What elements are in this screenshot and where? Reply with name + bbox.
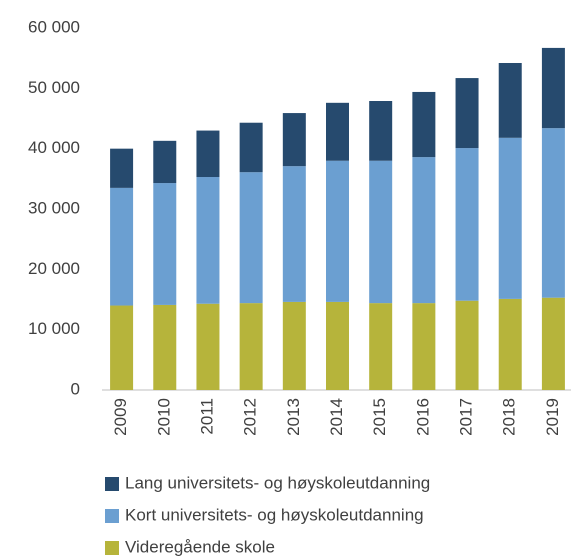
y-tick-label: 40 000 (28, 138, 80, 157)
x-tick-label: 2013 (284, 398, 303, 436)
bar-segment (153, 304, 177, 390)
bar-segment (412, 91, 436, 158)
bar-segment (498, 62, 522, 138)
bar-segment (541, 47, 565, 129)
x-tick-label: 2009 (111, 398, 130, 436)
bar-segment (326, 102, 349, 161)
x-tick-label: 2014 (327, 398, 346, 436)
bar-segment (282, 113, 306, 167)
bar-segment (412, 157, 436, 304)
x-tick-label: 2016 (413, 398, 432, 436)
y-tick-label: 30 000 (28, 198, 80, 217)
y-tick-label: 50 000 (28, 78, 80, 97)
legend-label: Kort universitets- og høyskoleutdanning (125, 505, 424, 524)
bar-segment (455, 78, 479, 149)
y-tick-label: 0 (71, 379, 80, 398)
bar-segment (282, 166, 306, 302)
bar-segment (239, 172, 263, 304)
bar-segment (153, 140, 177, 184)
x-tick-label: 2018 (500, 398, 519, 436)
bar-segment (412, 303, 436, 390)
bar-segment (455, 148, 479, 301)
y-tick-label: 10 000 (28, 319, 80, 338)
x-tick-label: 2019 (543, 398, 562, 436)
bar-segment (498, 137, 522, 299)
x-tick-label: 2017 (457, 398, 476, 436)
y-tick-label: 60 000 (28, 17, 80, 36)
bar-segment (196, 177, 220, 304)
bar-segment (326, 301, 349, 390)
bar-segment (282, 301, 306, 390)
bar-segment (196, 130, 220, 178)
bar-segment (110, 305, 134, 390)
x-tick-label: 2012 (241, 398, 260, 436)
bar-segment (239, 122, 263, 173)
bar-segment (498, 298, 522, 390)
bar-segment (239, 303, 263, 390)
bar-segment (369, 303, 393, 390)
bar-segment (541, 297, 565, 390)
legend-swatch (105, 541, 119, 555)
x-tick-label: 2010 (154, 398, 173, 436)
legend-label: Lang universitets- og høyskoleutdanning (125, 473, 430, 492)
bar-segment (110, 187, 134, 306)
legend-swatch (105, 477, 119, 491)
bar-segment (369, 160, 393, 304)
bar-segment (541, 128, 565, 298)
bar-segment (196, 303, 220, 390)
bar-segment (153, 183, 177, 305)
bar-segment (455, 300, 479, 390)
bar-segment (326, 160, 349, 302)
legend-swatch (105, 509, 119, 523)
bar-segment (110, 148, 134, 188)
x-tick-label: 2015 (370, 398, 389, 436)
bar-segment (369, 101, 393, 161)
x-tick-label: 2011 (197, 398, 216, 435)
y-tick-label: 20 000 (28, 259, 80, 278)
legend-label: Videregående skole (125, 537, 275, 556)
